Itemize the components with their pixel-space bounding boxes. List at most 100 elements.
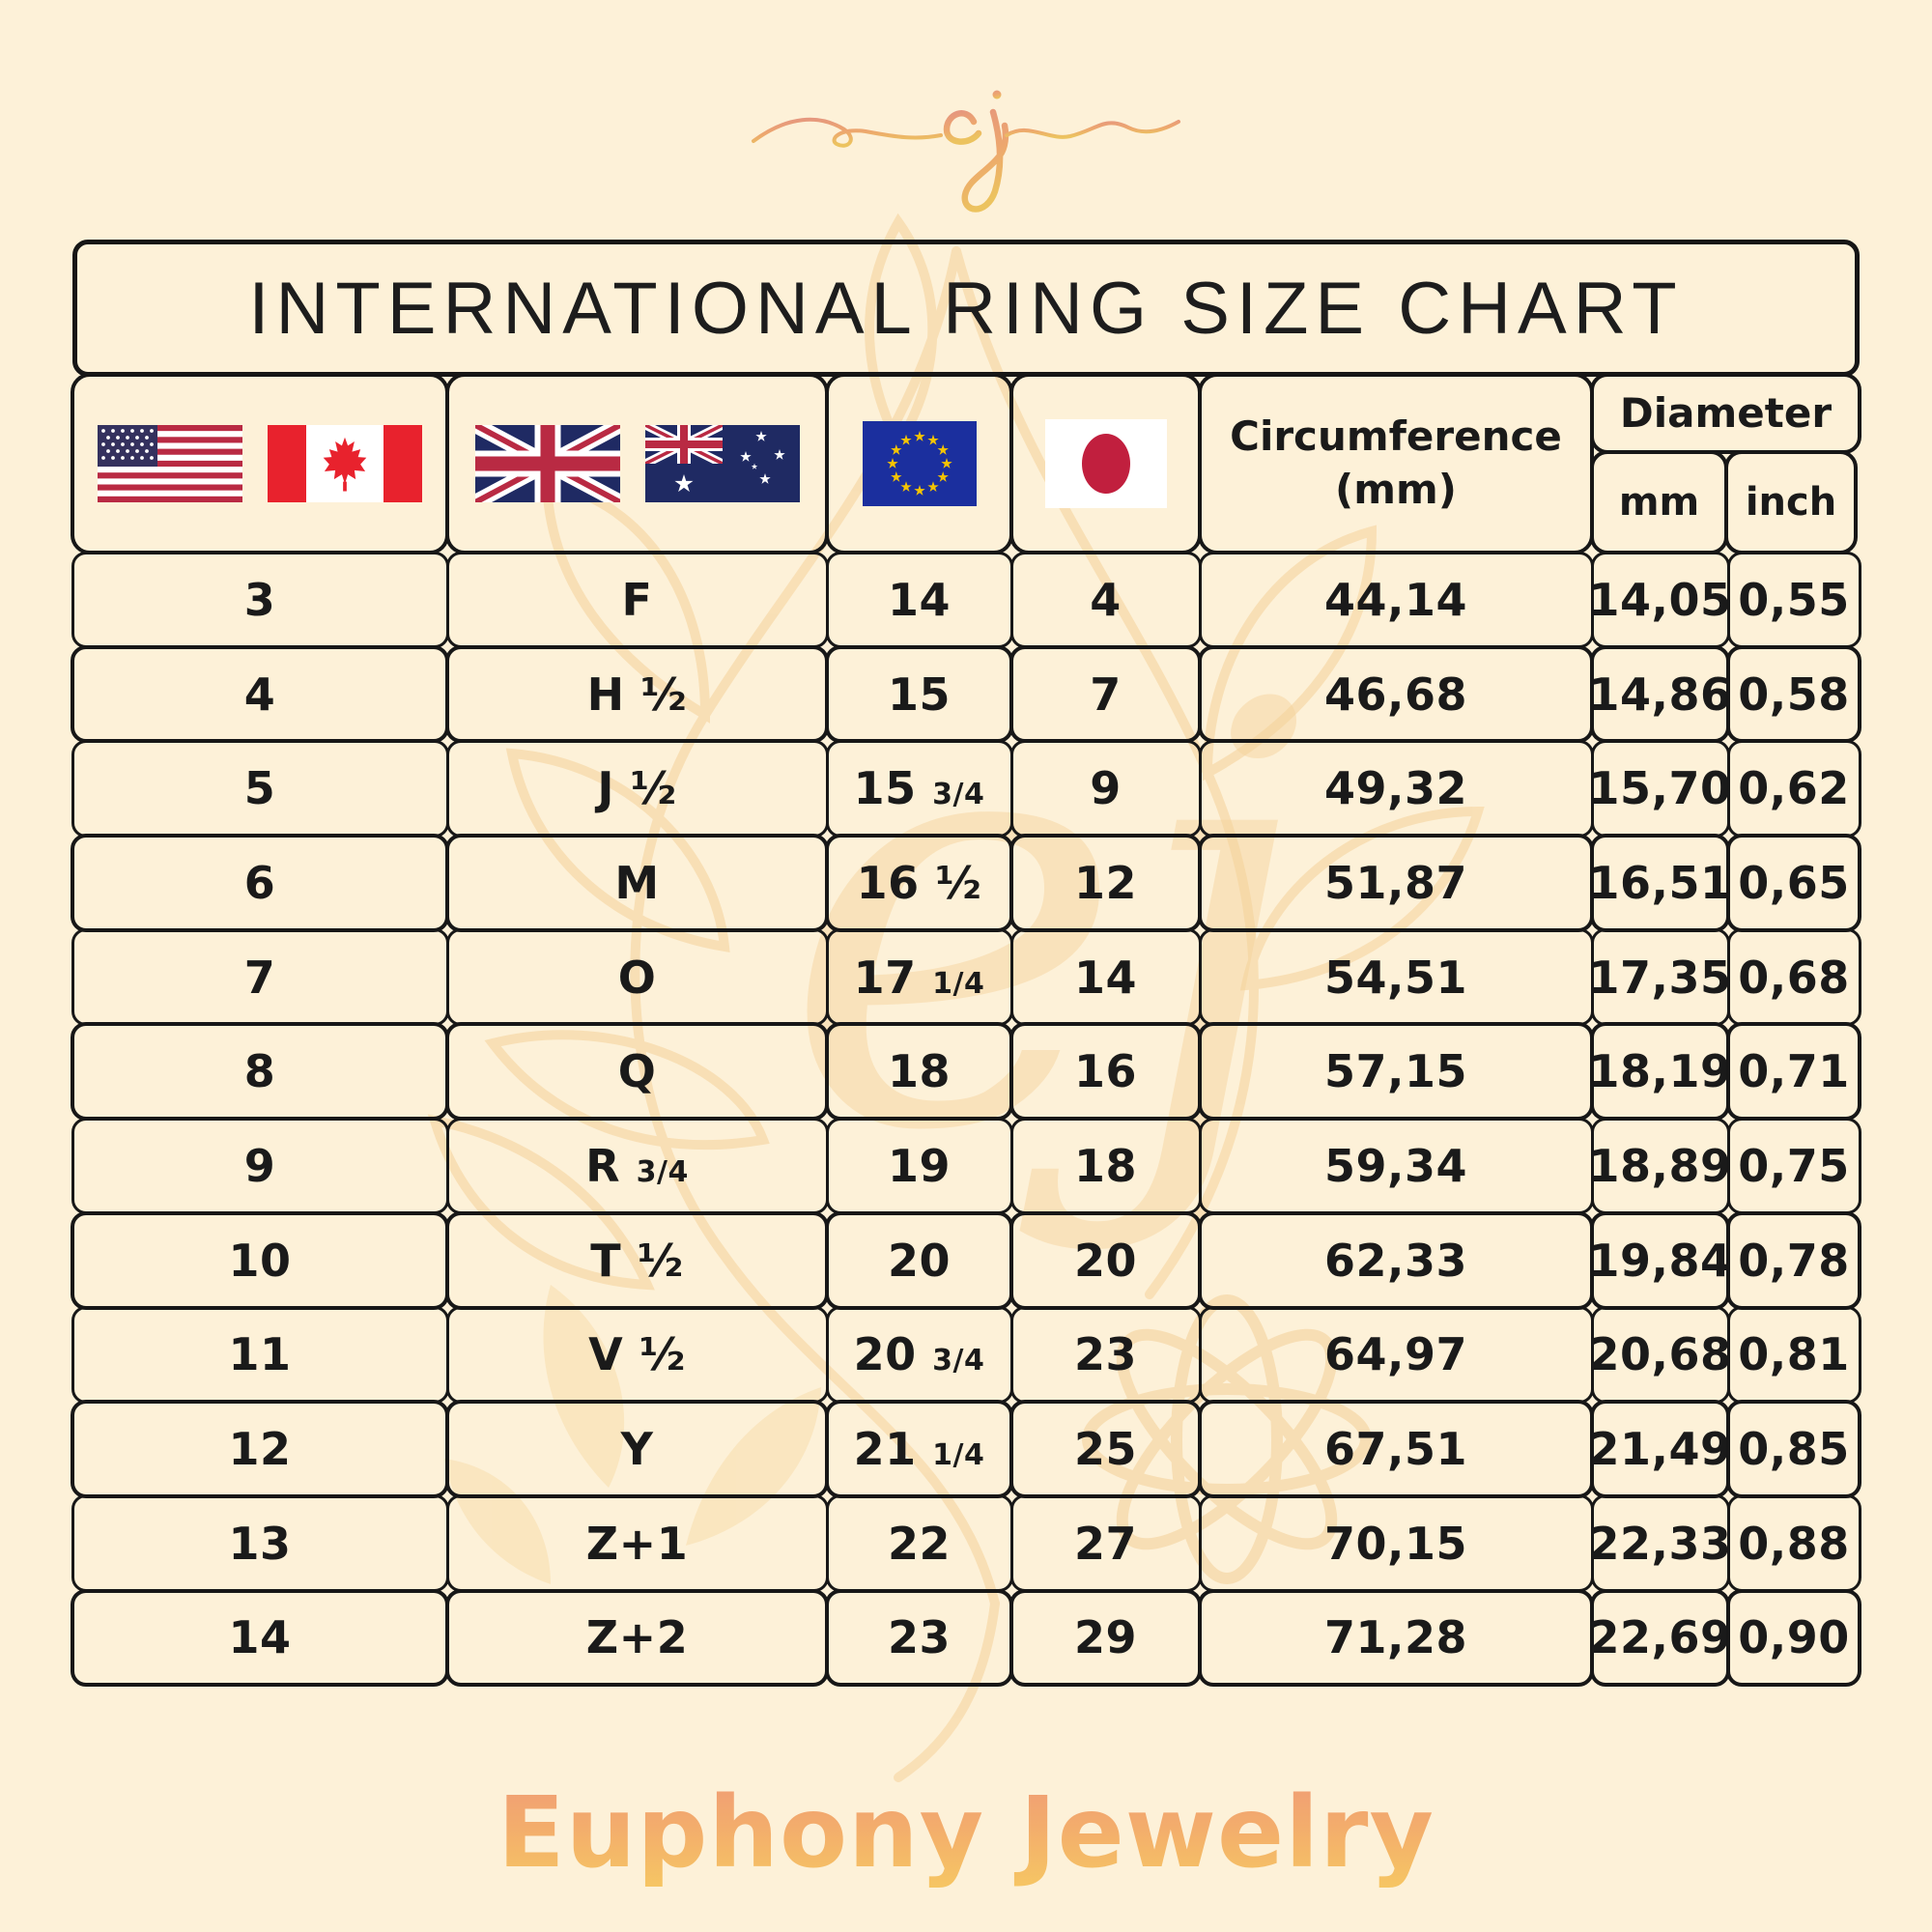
title-box: INTERNATIONAL RING SIZE CHART (72, 240, 1860, 377)
table-row: 12 Y 21 1/4 25 67,51 21,49 0,85 (71, 1400, 1861, 1498)
diameter-mm-cell: 18,19 (1589, 1022, 1731, 1122)
table-row: 11 V ½ 20 3/4 23 64,97 20,68 0,81 (71, 1306, 1861, 1404)
diameter-inch-cell: 0,55 (1726, 551, 1861, 649)
diameter-label: Diameter (1619, 388, 1833, 437)
diameter-mm-cell: 21,49 (1589, 1400, 1731, 1498)
uk-au-size-cell: O (445, 928, 829, 1026)
brand-monogram-logo (752, 90, 1180, 213)
diameter-mm-cell: 14,86 (1589, 644, 1731, 744)
brand-name: Euphony Jewelry (497, 1776, 1435, 1890)
jp-size-cell: 14 (1009, 928, 1202, 1026)
table-row: 10 T ½ 20 20 62,33 19,84 0,78 (71, 1210, 1861, 1310)
diameter-inch-cell: 0,78 (1726, 1210, 1861, 1310)
eu-size-cell: 21 1/4 (825, 1400, 1013, 1498)
diameter-inch-cell: 0,58 (1726, 644, 1861, 744)
footer: Euphony Jewelry (0, 1776, 1932, 1890)
uk-au-size-cell: Z+1 (445, 1494, 829, 1593)
circumference-label: Circumference (1230, 412, 1562, 461)
us-ca-size-cell: 10 (71, 1210, 449, 1310)
header-diameter: Diameter (1590, 373, 1861, 454)
diameter-mm-cell: 15,70 (1589, 739, 1731, 838)
diameter-mm-cell: 14,05 (1589, 551, 1731, 649)
jp-size-cell: 18 (1009, 1117, 1202, 1215)
diameter-inch-cell: 0,62 (1726, 739, 1861, 838)
diameter-mm-cell: 20,68 (1589, 1306, 1731, 1404)
header-uk-au (445, 373, 829, 554)
eu-flag-icon (862, 421, 977, 506)
header-circumference: Circumference (mm) (1198, 373, 1594, 554)
uk-au-size-cell: V ½ (445, 1306, 829, 1404)
us-ca-size-cell: 12 (71, 1400, 449, 1498)
eu-size-cell: 16 ½ (825, 834, 1013, 932)
us-flag-icon (98, 425, 242, 502)
table-row: 13 Z+1 22 27 70,15 22,33 0,88 (71, 1494, 1861, 1593)
jp-size-cell: 27 (1009, 1494, 1202, 1593)
eu-size-cell: 18 (825, 1022, 1013, 1122)
circumference-cell: 44,14 (1198, 551, 1594, 649)
table-row: 8 Q 18 16 57,15 18,19 0,71 (71, 1022, 1861, 1122)
circumference-cell: 49,32 (1198, 739, 1594, 838)
circumference-cell: 51,87 (1198, 834, 1594, 932)
circumference-cell: 62,33 (1198, 1210, 1594, 1310)
uk-au-size-cell: F (445, 551, 829, 649)
table-row: 3 F 14 4 44,14 14,05 0,55 (71, 551, 1861, 649)
uk-au-size-cell: J ½ (445, 739, 829, 838)
diameter-mm-cell: 17,35 (1589, 928, 1731, 1026)
circumference-unit: (mm) (1335, 466, 1457, 513)
canada-flag-icon (268, 425, 422, 502)
diameter-inch-cell: 0,88 (1726, 1494, 1861, 1593)
circumference-cell: 54,51 (1198, 928, 1594, 1026)
jp-size-cell: 20 (1009, 1210, 1202, 1310)
eu-size-cell: 23 (825, 1588, 1013, 1688)
eu-size-cell: 17 1/4 (825, 928, 1013, 1026)
diameter-inch-label: inch (1745, 480, 1837, 525)
diameter-inch-cell: 0,65 (1726, 834, 1861, 932)
diameter-mm-cell: 22,69 (1589, 1588, 1731, 1688)
diameter-inch-cell: 0,75 (1726, 1117, 1861, 1215)
diameter-mm-label: mm (1618, 480, 1700, 525)
circumference-cell: 57,15 (1198, 1022, 1594, 1122)
uk-au-size-cell: T ½ (445, 1210, 829, 1310)
header-diameter-inch: inch (1724, 450, 1858, 554)
diameter-inch-cell: 0,71 (1726, 1022, 1861, 1122)
us-ca-size-cell: 6 (71, 834, 449, 932)
eu-size-cell: 20 (825, 1210, 1013, 1310)
uk-au-size-cell: H ½ (445, 644, 829, 744)
circumference-cell: 67,51 (1198, 1400, 1594, 1498)
diameter-mm-cell: 16,51 (1589, 834, 1731, 932)
diameter-inch-cell: 0,90 (1726, 1588, 1861, 1688)
eu-size-cell: 19 (825, 1117, 1013, 1215)
us-ca-size-cell: 3 (71, 551, 449, 649)
table-row: 6 M 16 ½ 12 51,87 16,51 0,65 (71, 834, 1861, 932)
table-row: 7 O 17 1/4 14 54,51 17,35 0,68 (71, 928, 1861, 1026)
uk-flag-icon (474, 425, 620, 502)
diameter-mm-cell: 22,33 (1589, 1494, 1731, 1593)
circumference-cell: 70,15 (1198, 1494, 1594, 1593)
diameter-inch-cell: 0,68 (1726, 928, 1861, 1026)
jp-size-cell: 9 (1009, 739, 1202, 838)
jp-size-cell: 16 (1009, 1022, 1202, 1122)
uk-au-size-cell: Q (445, 1022, 829, 1122)
us-ca-size-cell: 5 (71, 739, 449, 838)
circumference-cell: 64,97 (1198, 1306, 1594, 1404)
us-ca-size-cell: 7 (71, 928, 449, 1026)
header-us-ca (71, 373, 449, 554)
page-title: INTERNATIONAL RING SIZE CHART (248, 267, 1684, 350)
eu-size-cell: 15 3/4 (825, 739, 1013, 838)
eu-size-cell: 14 (825, 551, 1013, 649)
diameter-inch-cell: 0,85 (1726, 1400, 1861, 1498)
us-ca-size-cell: 11 (71, 1306, 449, 1404)
circumference-cell: 59,34 (1198, 1117, 1594, 1215)
jp-size-cell: 23 (1009, 1306, 1202, 1404)
header-diameter-mm: mm (1590, 450, 1728, 554)
australia-flag-icon (644, 425, 800, 502)
ring-size-table: Circumference (mm) Diameter mm inch (71, 373, 1861, 1688)
diameter-mm-cell: 18,89 (1589, 1117, 1731, 1215)
eu-size-cell: 15 (825, 644, 1013, 744)
table-header-row: Circumference (mm) Diameter mm inch (71, 373, 1861, 554)
header-diameter-group: Diameter mm inch (1590, 373, 1861, 554)
table-body: 3 F 14 4 44,14 14,05 0,55 4 H ½ 15 7 46,68 14,86 0,58… (71, 551, 1861, 1688)
